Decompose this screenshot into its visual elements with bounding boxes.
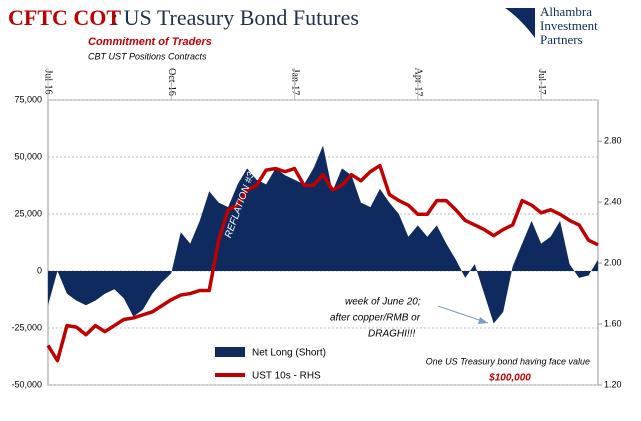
y2-tick-label: 2.80 bbox=[604, 136, 622, 146]
y-tick-label: 50,000 bbox=[14, 151, 42, 161]
y-tick-label: -25,000 bbox=[11, 322, 42, 332]
y-tick-label: 25,000 bbox=[14, 208, 42, 218]
logo: Investment bbox=[540, 18, 598, 33]
legend-swatch bbox=[215, 347, 245, 357]
y2-tick-label: 1.60 bbox=[604, 318, 622, 328]
legend-label: UST 10s - RHS bbox=[252, 371, 321, 382]
logo: Partners bbox=[540, 32, 583, 47]
annotation: after copper/RMB or bbox=[330, 313, 421, 324]
subtitle-2: CBT UST Positions Contracts bbox=[88, 51, 207, 61]
title: : US Treasury Bond Futures bbox=[112, 5, 359, 30]
line bbox=[46, 163, 599, 363]
annotation: DRAGHI!!! bbox=[368, 329, 415, 340]
logo-icon bbox=[505, 8, 535, 38]
y2-tick-label: 1.20 bbox=[604, 379, 622, 389]
plot-frame bbox=[47, 99, 599, 386]
logo: Alhambra bbox=[540, 4, 592, 19]
title-red: CFTC COT bbox=[8, 5, 121, 30]
subtitle: Commitment of Traders bbox=[88, 36, 212, 48]
area bbox=[48, 145, 598, 324]
y2-tick-label: 2.40 bbox=[604, 196, 622, 206]
y-tick-label: -50,000 bbox=[11, 379, 42, 389]
annotation-arrow bbox=[478, 317, 488, 324]
annotation: week of June 20; bbox=[345, 297, 421, 308]
y-tick-label: 0 bbox=[37, 265, 42, 275]
annotation: $100,000 bbox=[488, 373, 531, 384]
y2-tick-label: 2.00 bbox=[604, 257, 622, 267]
annotation: One US Treasury bond having face value bbox=[426, 356, 590, 366]
legend-label: Net Long (Short) bbox=[252, 348, 326, 359]
y-tick-label: 75,000 bbox=[14, 94, 42, 104]
